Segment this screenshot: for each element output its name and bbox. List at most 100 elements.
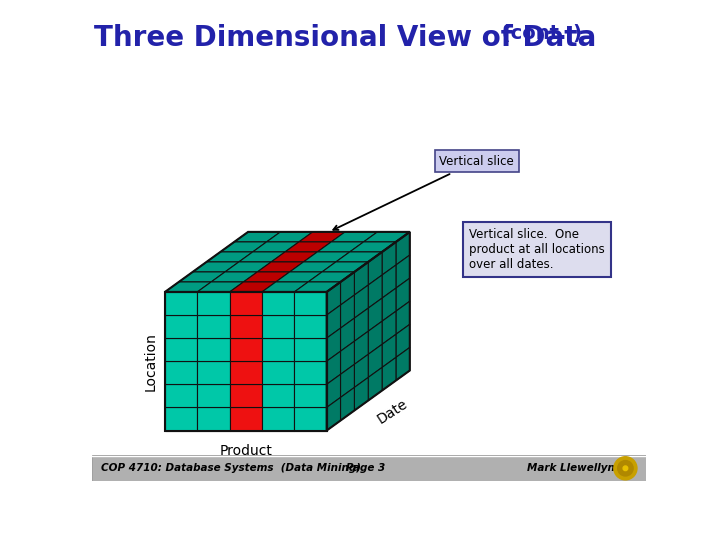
Polygon shape [341, 387, 354, 421]
Polygon shape [396, 301, 410, 334]
Polygon shape [354, 377, 368, 410]
Polygon shape [294, 282, 341, 292]
Polygon shape [165, 361, 197, 384]
Polygon shape [230, 292, 262, 315]
Polygon shape [382, 334, 396, 367]
Polygon shape [197, 408, 230, 430]
Polygon shape [165, 315, 197, 338]
Polygon shape [285, 242, 331, 252]
Polygon shape [341, 272, 354, 305]
Polygon shape [382, 265, 396, 298]
Polygon shape [354, 331, 368, 364]
Polygon shape [230, 384, 262, 408]
Polygon shape [382, 288, 396, 321]
Text: Date: Date [374, 397, 410, 427]
Polygon shape [341, 364, 354, 397]
Polygon shape [341, 341, 354, 374]
Polygon shape [289, 262, 336, 272]
Text: COP 4710: Database Systems  (Data Mining): COP 4710: Database Systems (Data Mining) [101, 463, 361, 473]
Polygon shape [350, 242, 396, 252]
Polygon shape [364, 232, 410, 242]
Polygon shape [322, 262, 368, 272]
Polygon shape [318, 242, 364, 252]
Polygon shape [271, 252, 318, 262]
Polygon shape [299, 232, 345, 242]
Polygon shape [197, 282, 243, 292]
Polygon shape [262, 338, 294, 361]
Polygon shape [354, 308, 368, 341]
Text: Product: Product [220, 444, 272, 458]
Polygon shape [294, 315, 327, 338]
Polygon shape [368, 252, 382, 285]
Polygon shape [327, 282, 341, 315]
Text: (cont. ): (cont. ) [495, 24, 582, 43]
Text: Location: Location [144, 332, 158, 390]
Polygon shape [165, 384, 197, 408]
Polygon shape [243, 272, 289, 282]
Polygon shape [179, 272, 225, 282]
Polygon shape [294, 384, 327, 408]
Polygon shape [230, 408, 262, 430]
Circle shape [623, 466, 628, 470]
Polygon shape [262, 292, 294, 315]
Polygon shape [341, 318, 354, 351]
Polygon shape [253, 242, 299, 252]
Polygon shape [396, 232, 410, 265]
Polygon shape [230, 361, 262, 384]
Text: Three Dimensional View of Data: Three Dimensional View of Data [94, 24, 596, 52]
Polygon shape [327, 374, 341, 408]
Polygon shape [197, 315, 230, 338]
Polygon shape [331, 232, 377, 242]
Polygon shape [368, 298, 382, 331]
Text: Vertical slice: Vertical slice [333, 154, 514, 230]
Polygon shape [327, 328, 341, 361]
Polygon shape [197, 338, 230, 361]
Bar [92, 456, 647, 481]
Circle shape [614, 457, 637, 480]
Polygon shape [234, 232, 281, 242]
Polygon shape [294, 292, 327, 315]
Polygon shape [197, 384, 230, 408]
Text: Page 3: Page 3 [346, 463, 384, 473]
Polygon shape [294, 408, 327, 430]
Polygon shape [207, 252, 253, 262]
Polygon shape [354, 354, 368, 387]
Polygon shape [294, 338, 327, 361]
Polygon shape [230, 282, 276, 292]
Polygon shape [354, 285, 368, 318]
Polygon shape [294, 361, 327, 384]
Polygon shape [368, 275, 382, 308]
Polygon shape [262, 408, 294, 430]
Polygon shape [276, 272, 322, 282]
Polygon shape [396, 347, 410, 381]
Polygon shape [165, 408, 197, 430]
Polygon shape [262, 315, 294, 338]
Polygon shape [211, 272, 257, 282]
Polygon shape [327, 305, 341, 338]
Polygon shape [396, 278, 410, 311]
Polygon shape [368, 367, 382, 401]
Polygon shape [262, 384, 294, 408]
Polygon shape [193, 262, 239, 272]
Polygon shape [368, 321, 382, 354]
Polygon shape [304, 252, 350, 262]
Polygon shape [197, 292, 230, 315]
Polygon shape [165, 292, 197, 315]
Polygon shape [382, 357, 396, 390]
Text: Vertical slice.  One
product at all locations
over all dates.: Vertical slice. One product at all locat… [469, 228, 605, 271]
Polygon shape [225, 262, 271, 272]
Polygon shape [262, 361, 294, 384]
Polygon shape [382, 242, 396, 275]
Polygon shape [327, 397, 341, 430]
Polygon shape [308, 272, 354, 282]
Circle shape [618, 461, 633, 476]
Polygon shape [336, 252, 382, 262]
Polygon shape [266, 232, 312, 242]
Polygon shape [239, 252, 285, 262]
Polygon shape [197, 361, 230, 384]
Polygon shape [257, 262, 304, 272]
Polygon shape [230, 315, 262, 338]
Polygon shape [262, 282, 308, 292]
Polygon shape [354, 262, 368, 295]
Polygon shape [382, 311, 396, 345]
